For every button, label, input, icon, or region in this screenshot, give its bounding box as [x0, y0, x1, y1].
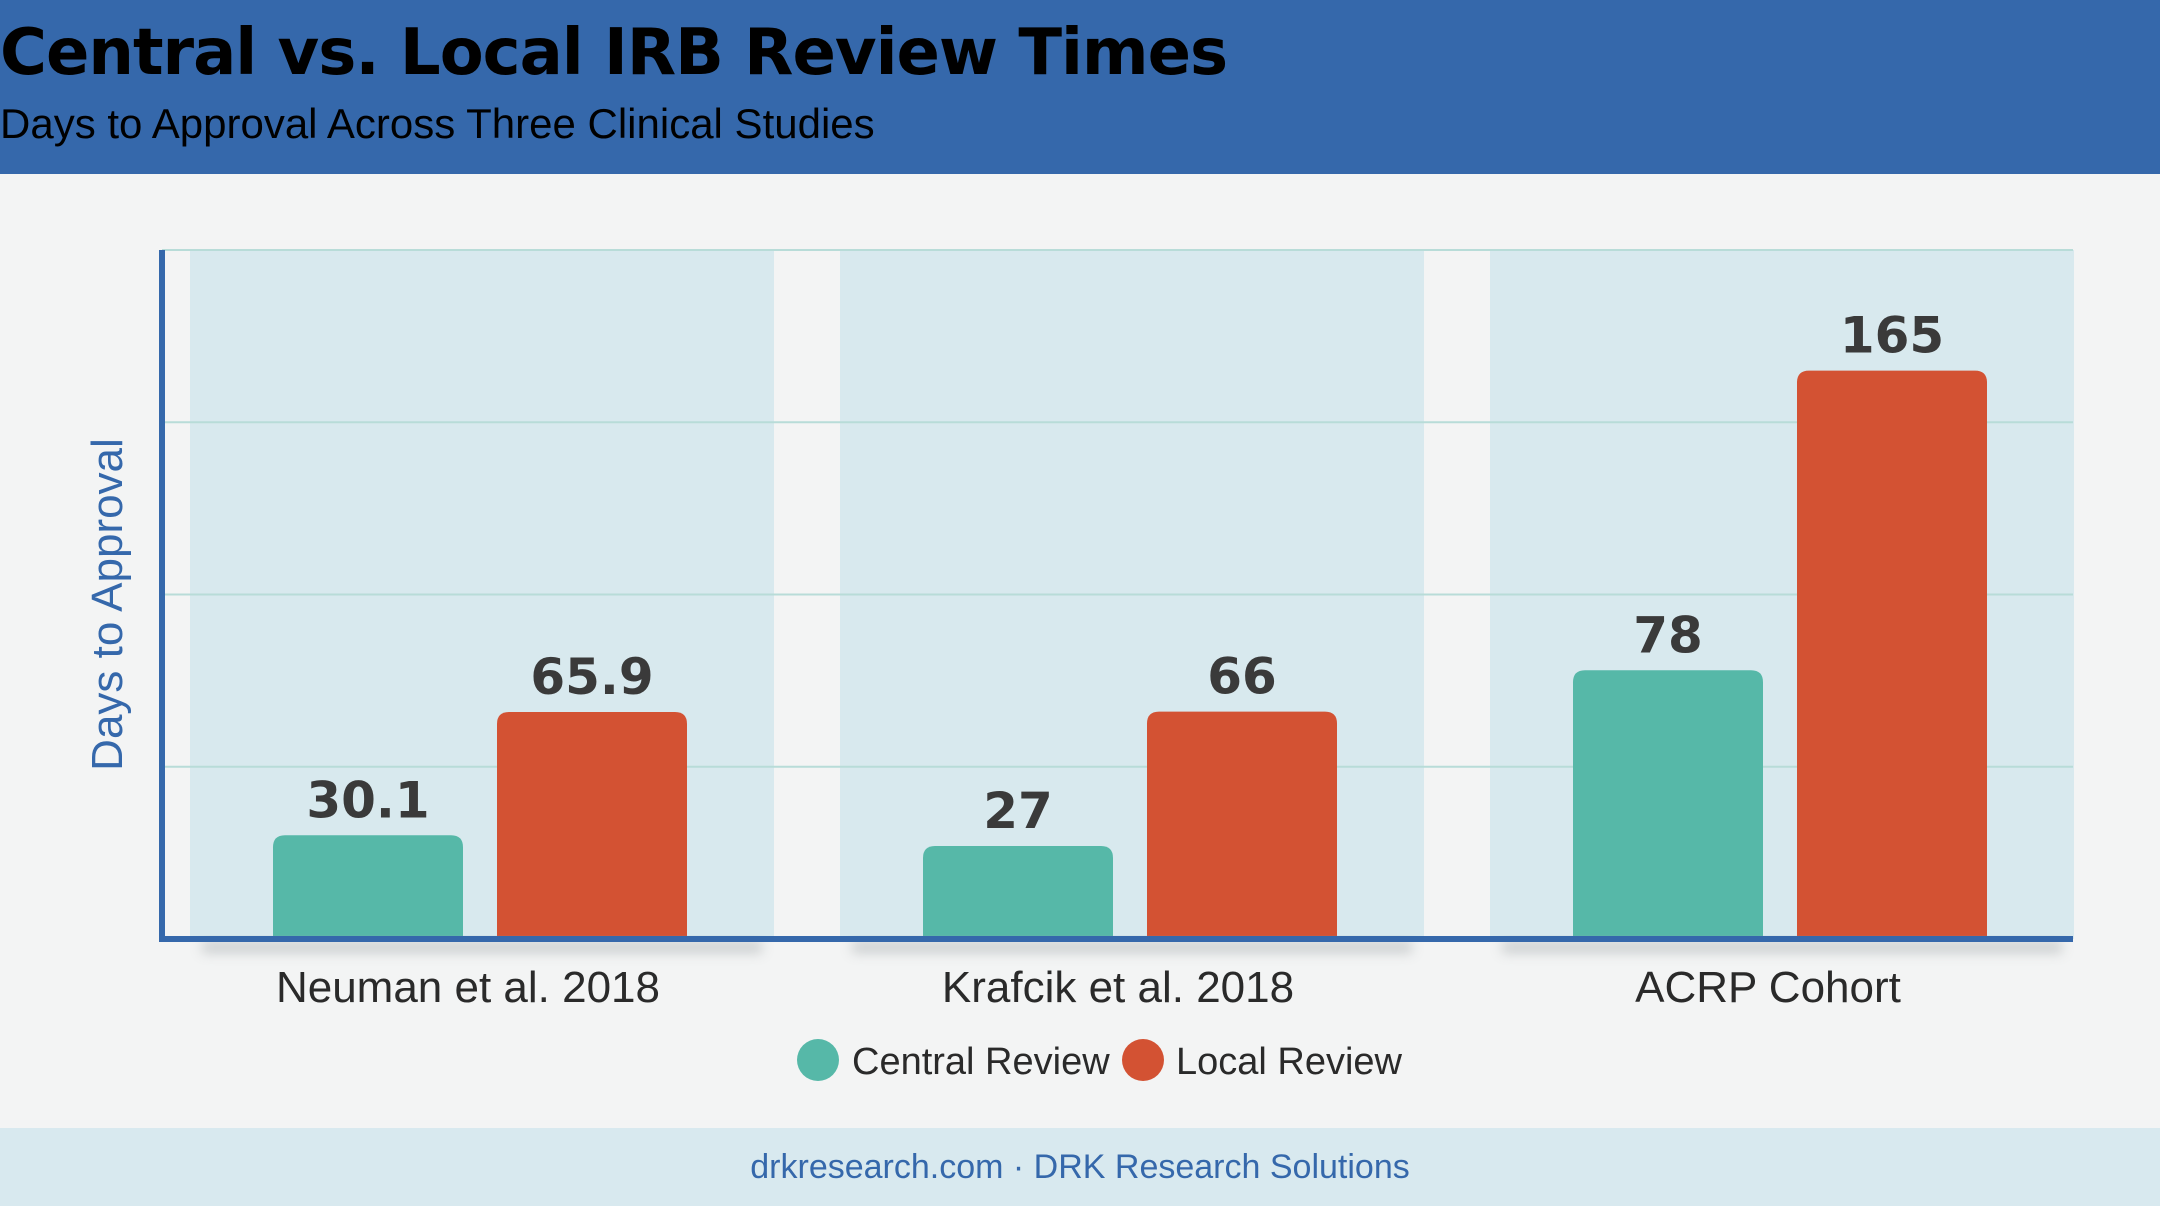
legend-item-local: Local Review: [1122, 1039, 1403, 1083]
category-label: ACRP Cohort: [1635, 963, 1901, 1012]
central-bar: [923, 845, 1113, 939]
data-label: 66: [1207, 648, 1277, 706]
footer-band: [0, 1128, 2160, 1206]
chart-title: Central vs. Local IRB Review Times: [0, 16, 1228, 90]
legend-label: Local Review: [1176, 1041, 1403, 1083]
data-label: 65.9: [530, 648, 653, 706]
data-label: 78: [1633, 606, 1703, 664]
bar-chart: 30.1 65.9 27 66 78 165 Days to Approval Neuman …: [83, 249, 2074, 1083]
central-bar: [1573, 670, 1763, 939]
local-bar: [497, 711, 687, 939]
data-label: 165: [1840, 307, 1944, 365]
legend-item-central: Central Review: [797, 1039, 1110, 1083]
local-bar: [1797, 370, 1987, 939]
chart-subtitle: Days to Approval Across Three Clinical S…: [0, 100, 875, 147]
header-banner: [0, 0, 2160, 174]
data-label: 27: [983, 782, 1053, 840]
category-label: Neuman et al. 2018: [276, 963, 660, 1012]
legend-label: Central Review: [852, 1041, 1110, 1083]
legend-swatch: [797, 1039, 839, 1081]
category-label: Krafcik et al. 2018: [942, 963, 1294, 1012]
footer-credit: drkresearch.com · DRK Research Solutions: [750, 1148, 1410, 1186]
legend-swatch: [1122, 1039, 1164, 1081]
central-bar: [273, 835, 463, 939]
baseline-shadow: [1502, 941, 2062, 953]
baseline-shadow: [852, 941, 1412, 953]
local-bar: [1147, 711, 1337, 939]
data-label: 30.1: [306, 771, 429, 829]
y-axis-label: Days to Approval: [83, 438, 132, 771]
baseline-shadow: [202, 941, 762, 953]
